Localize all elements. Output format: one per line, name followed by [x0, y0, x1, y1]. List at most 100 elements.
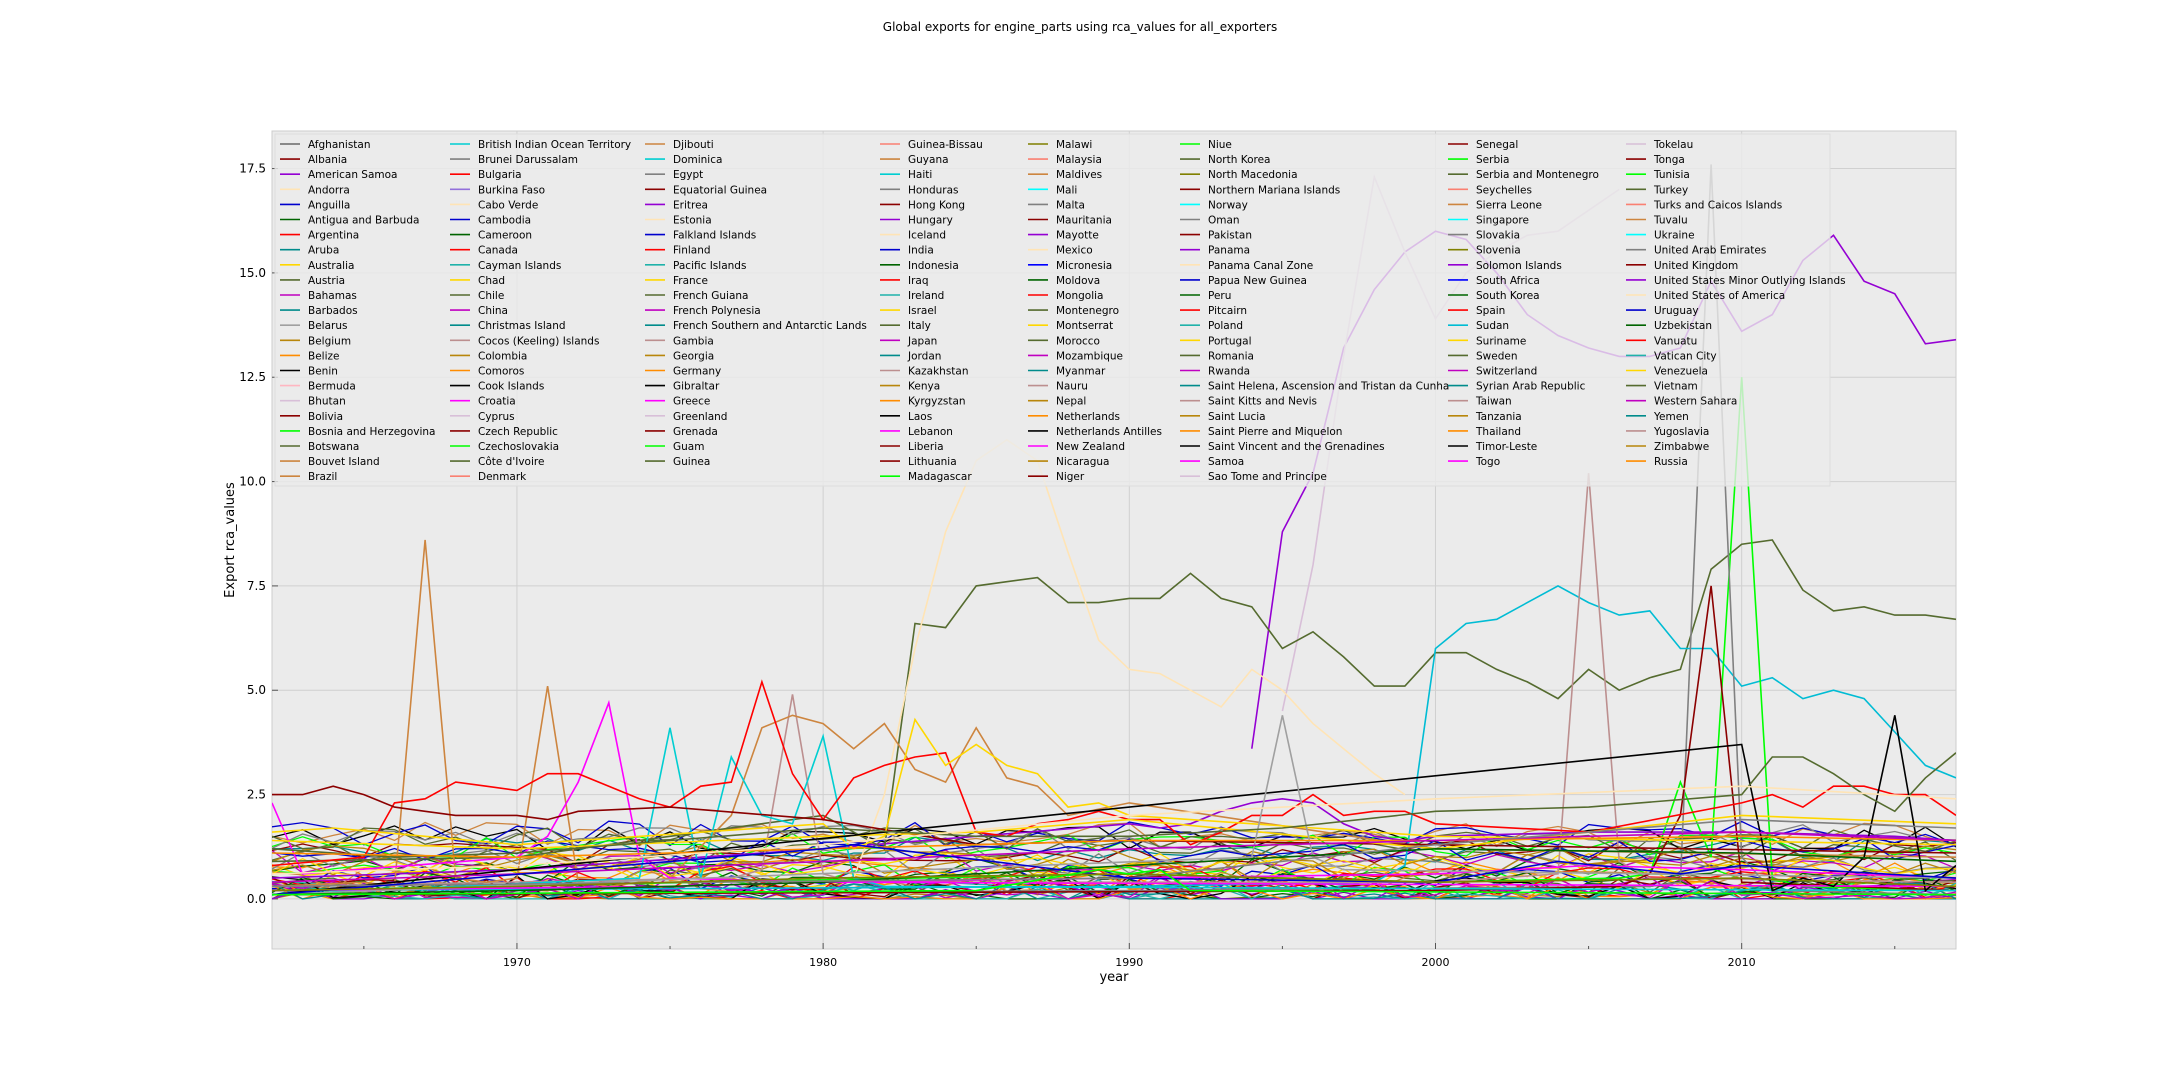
legend-label: Cayman Islands — [478, 260, 561, 272]
legend-label: Guam — [673, 441, 704, 453]
legend-label: Niue — [1208, 139, 1232, 151]
legend-label: Peru — [1208, 290, 1231, 302]
legend-label: Belgium — [308, 335, 351, 347]
x-tick-label: 1970 — [503, 956, 531, 969]
chart-title: Global exports for engine_parts using rc… — [883, 20, 1277, 34]
legend-label: Malaysia — [1056, 154, 1102, 166]
legend-label: Aruba — [308, 245, 339, 257]
y-tick-label: 5.0 — [247, 683, 266, 697]
legend-label: Guinea-Bissau — [908, 139, 983, 151]
series-lines — [272, 164, 1956, 900]
legend-label: Kenya — [908, 381, 940, 393]
axis-ticks: 1970 1980 1990 2000 2010 0.0 2.5 5.0 7.5 10.0 12.5… — [239, 162, 1896, 969]
legend-label: Haiti — [908, 169, 932, 181]
y-tick-label: 7.5 — [247, 579, 266, 593]
legend-label: Taiwan — [1475, 396, 1512, 408]
legend-label: Mozambique — [1056, 350, 1123, 362]
legend-label: Uzbekistan — [1654, 320, 1712, 332]
legend-label: Malawi — [1056, 139, 1092, 151]
legend-label: Samoa — [1208, 456, 1244, 468]
legend-label: Guinea — [673, 456, 710, 468]
legend-label: Japan — [907, 335, 937, 347]
legend-label: Russia — [1654, 456, 1688, 468]
legend-label: Georgia — [673, 350, 714, 362]
y-tick-label: 17.5 — [239, 162, 266, 176]
legend-label: Sierra Leone — [1476, 199, 1542, 211]
legend-label: Italy — [908, 320, 931, 332]
legend-label: Serbia and Montenegro — [1476, 169, 1599, 181]
y-tick-label: 2.5 — [247, 788, 266, 802]
legend-label: Belarus — [308, 320, 347, 332]
legend-label: Maldives — [1056, 169, 1102, 181]
legend-label: Burkina Faso — [478, 184, 545, 196]
legend-label: Hungary — [908, 215, 953, 227]
series-line-panama-canal-zone — [852, 438, 1406, 879]
legend-label: Nicaragua — [1056, 456, 1109, 468]
legend-label: Nepal — [1056, 396, 1086, 408]
legend-label: Madagascar — [908, 471, 972, 483]
legend-label: Rwanda — [1208, 366, 1250, 378]
legend-label: Oman — [1208, 215, 1240, 227]
series-line-montserrat — [272, 814, 1956, 850]
legend-label: Northern Mariana Islands — [1208, 184, 1340, 196]
legend-label: Barbados — [308, 305, 358, 317]
legend-label: Mongolia — [1056, 290, 1104, 302]
legend-label: Djibouti — [673, 139, 714, 151]
legend-label: Gibraltar — [673, 381, 720, 393]
legend-label: French Polynesia — [673, 305, 761, 317]
legend-label: Slovenia — [1476, 245, 1521, 257]
x-axis-label: year — [1099, 970, 1129, 985]
series-line-austria — [272, 752, 1956, 859]
legend-label: Germany — [673, 366, 721, 378]
legend-label: Cocos (Keeling) Islands — [478, 335, 599, 347]
legend-label: New Zealand — [1056, 441, 1125, 453]
legend-label: France — [673, 275, 708, 287]
legend-label: Mali — [1056, 184, 1077, 196]
series-line-sudan — [272, 584, 1956, 892]
y-tick-label: 15.0 — [239, 266, 266, 280]
legend-label: Switzerland — [1476, 366, 1537, 378]
legend-label: American Samoa — [308, 169, 398, 181]
legend-label: Cameroon — [478, 230, 532, 242]
legend-label: Bolivia — [308, 411, 343, 423]
y-axis-label: Export rca_values — [223, 482, 238, 598]
legend-label: Sudan — [1476, 320, 1509, 332]
legend-label: Albania — [308, 154, 347, 166]
legend-label: Gambia — [673, 335, 714, 347]
legend-label: Netherlands Antilles — [1056, 426, 1162, 438]
series-line-hungary — [272, 797, 1956, 879]
legend-label: Afghanistan — [308, 139, 371, 151]
legend-label: Israel — [908, 305, 937, 317]
legend-label: Seychelles — [1476, 184, 1532, 196]
y-tick-label: 12.5 — [239, 370, 266, 384]
legend-label: United Arab Emirates — [1654, 245, 1766, 257]
series-line-taiwan — [272, 473, 1956, 888]
legend-label: Uruguay — [1654, 305, 1699, 317]
legend-label: Slovakia — [1476, 230, 1520, 242]
legend-label: Lithuania — [908, 456, 957, 468]
legend: Afghanistan Albania American Samoa Andorra A… — [274, 133, 1846, 487]
legend-label: Senegal — [1476, 139, 1518, 151]
x-tick-label: 2000 — [1421, 956, 1449, 969]
legend-label: Vietnam — [1654, 381, 1698, 393]
legend-label: Pakistan — [1208, 230, 1252, 242]
legend-label: Falkland Islands — [673, 230, 756, 242]
legend-label: Solomon Islands — [1476, 260, 1562, 272]
legend-label: Suriname — [1476, 335, 1526, 347]
series-line-germany — [272, 835, 1956, 859]
background-series-line — [272, 844, 1956, 871]
background-series-line — [272, 876, 1956, 900]
legend-label: Serbia — [1476, 154, 1509, 166]
legend-label: Yemen — [1653, 411, 1689, 423]
legend-label: Montserrat — [1056, 320, 1113, 332]
legend-label: Saint Lucia — [1208, 411, 1266, 423]
legend-label: Andorra — [308, 184, 350, 196]
legend-label: Malta — [1056, 199, 1085, 211]
legend-label: Mexico — [1056, 245, 1093, 257]
legend-label: Ireland — [908, 290, 944, 302]
series-line-south-korea — [272, 847, 1956, 896]
legend-label: Botswana — [308, 441, 359, 453]
legend-label: Turkey — [1653, 184, 1688, 196]
